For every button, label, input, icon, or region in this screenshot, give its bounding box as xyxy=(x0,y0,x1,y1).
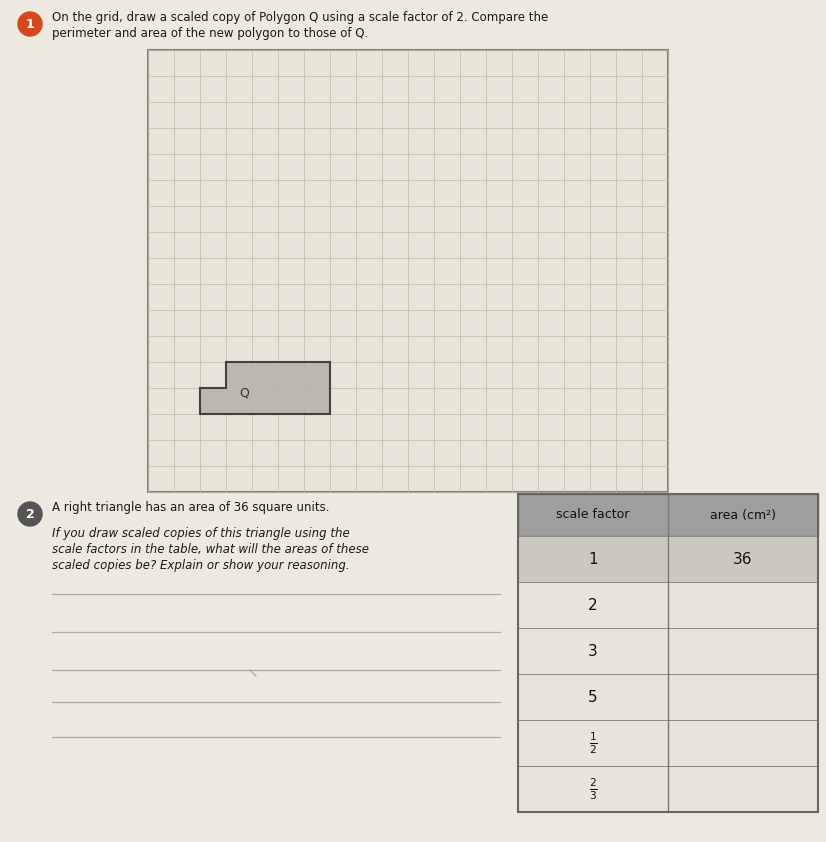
Text: 5: 5 xyxy=(588,690,598,705)
Text: 1: 1 xyxy=(588,552,598,567)
Bar xyxy=(518,536,818,582)
Bar xyxy=(518,582,818,628)
Text: area (cm²): area (cm²) xyxy=(710,509,776,521)
Bar xyxy=(518,494,818,536)
Text: 36: 36 xyxy=(733,552,752,567)
Bar xyxy=(518,628,818,674)
Text: scaled copies be? Explain or show your reasoning.: scaled copies be? Explain or show your r… xyxy=(52,559,349,573)
Text: scale factors in the table, what will the areas of these: scale factors in the table, what will th… xyxy=(52,543,369,557)
Text: 3: 3 xyxy=(588,643,598,658)
Bar xyxy=(518,720,818,766)
Text: A right triangle has an area of 36 square units.: A right triangle has an area of 36 squar… xyxy=(52,502,330,514)
Text: 2: 2 xyxy=(26,508,35,520)
Circle shape xyxy=(18,502,42,526)
Text: Q: Q xyxy=(240,386,249,400)
Text: perimeter and area of the new polygon to those of Q.: perimeter and area of the new polygon to… xyxy=(52,28,368,40)
Text: $\frac{1}{2}$: $\frac{1}{2}$ xyxy=(589,730,597,756)
Bar xyxy=(148,50,668,492)
Text: 1: 1 xyxy=(26,18,35,30)
Text: scale factor: scale factor xyxy=(557,509,629,521)
Text: 2: 2 xyxy=(588,598,598,612)
Text: On the grid, draw a scaled copy of Polygon Q using a scale factor of 2. Compare : On the grid, draw a scaled copy of Polyg… xyxy=(52,12,548,24)
Circle shape xyxy=(18,12,42,36)
Bar xyxy=(518,494,818,812)
Text: $\frac{2}{3}$: $\frac{2}{3}$ xyxy=(589,776,597,802)
Text: If you draw scaled copies of this triangle using the: If you draw scaled copies of this triang… xyxy=(52,527,349,541)
Bar xyxy=(518,674,818,720)
Bar xyxy=(518,766,818,812)
Polygon shape xyxy=(200,362,330,414)
